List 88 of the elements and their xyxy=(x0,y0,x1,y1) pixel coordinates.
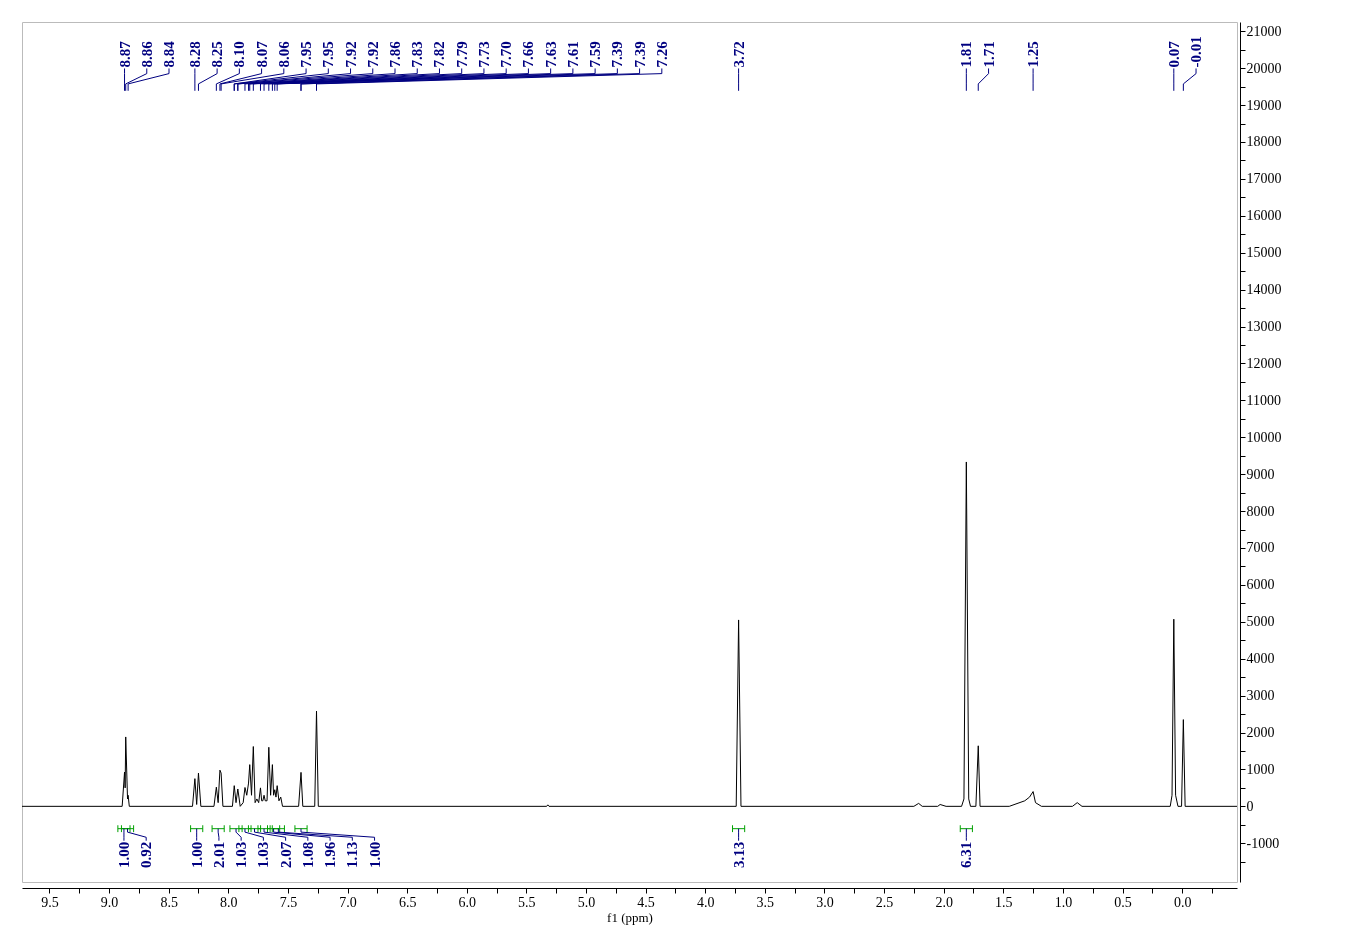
annotation: 2.01 xyxy=(210,841,227,868)
x-tick-label: 1.0 xyxy=(1054,894,1073,910)
annotation: 8.84 xyxy=(161,40,178,68)
x-tick-label: 6.5 xyxy=(398,894,417,910)
y-tick-label: 4000 xyxy=(1246,651,1275,667)
x-tick-label: 4.0 xyxy=(696,894,715,910)
x-tick-label: 1.5 xyxy=(995,894,1013,910)
annotation: 7.92 xyxy=(342,41,359,68)
annotation: 7.95 xyxy=(320,41,337,68)
y-tick-label: 8000 xyxy=(1246,503,1275,519)
x-tick-label: 9.5 xyxy=(41,894,59,910)
x-tick-label: 2.0 xyxy=(935,894,953,910)
annotation: 3.72 xyxy=(730,41,747,68)
x-tick-label: 7.0 xyxy=(339,894,357,910)
x-tick-label: 0.5 xyxy=(1114,894,1132,910)
x-tick-label: 3.0 xyxy=(816,894,834,910)
annotation: 7.86 xyxy=(387,40,403,68)
annotation: 1.00 xyxy=(115,841,132,868)
annotation: 8.25 xyxy=(209,41,226,68)
x-tick-label: 8.0 xyxy=(220,894,238,910)
annotation: 1.00 xyxy=(366,841,383,868)
y-tick-label: 16000 xyxy=(1246,208,1282,224)
y-tick-label: 2000 xyxy=(1246,725,1275,741)
y-tick-label: 6000 xyxy=(1246,577,1275,593)
y-tick-label: 11000 xyxy=(1246,392,1281,408)
y-tick-label: 3000 xyxy=(1246,688,1275,704)
annotation: 8.10 xyxy=(231,41,248,68)
y-tick-label: 12000 xyxy=(1246,355,1282,371)
annotation: -0.01 xyxy=(1188,36,1205,68)
y-tick-label: 20000 xyxy=(1246,60,1282,76)
y-tick-label: -1000 xyxy=(1246,835,1280,851)
annotation: 7.26 xyxy=(653,40,670,68)
annotation: 0.92 xyxy=(138,841,155,868)
y-tick-label: 21000 xyxy=(1246,23,1282,39)
x-tick-label: 7.5 xyxy=(279,894,298,910)
annotation: 7.83 xyxy=(409,41,426,68)
annotation: 7.66 xyxy=(520,40,537,68)
annotation: 6.31 xyxy=(958,841,975,868)
y-tick-label: 9000 xyxy=(1246,466,1275,482)
y-tick-label: 19000 xyxy=(1246,97,1282,113)
x-tick-label: 3.5 xyxy=(756,894,775,910)
y-tick-label: 7000 xyxy=(1246,540,1275,556)
x-axis-title: f1 (ppm) xyxy=(607,909,653,925)
annotation: 7.79 xyxy=(453,41,470,68)
x-tick-label: 9.0 xyxy=(100,894,119,910)
y-tick-label: 18000 xyxy=(1246,134,1282,150)
y-tick-label: 1000 xyxy=(1246,761,1275,777)
y-tick-label: 14000 xyxy=(1246,282,1282,298)
annotation: 8.28 xyxy=(186,41,203,68)
annotation: 7.39 xyxy=(631,41,648,68)
annotation: 7.70 xyxy=(498,41,515,68)
annotation: 7.92 xyxy=(364,41,381,68)
y-tick-label: 17000 xyxy=(1246,171,1282,187)
annotation: 1.00 xyxy=(188,841,205,868)
annotation: 1.08 xyxy=(299,841,316,868)
annotation: 1.03 xyxy=(255,841,272,868)
x-tick-label: 4.5 xyxy=(637,894,655,910)
x-tick-label: 0.0 xyxy=(1173,894,1192,910)
x-tick-label: 8.5 xyxy=(160,894,178,910)
x-tick-label: 2.5 xyxy=(875,894,894,910)
annotation: 1.13 xyxy=(344,841,361,868)
annotation: 7.39 xyxy=(609,41,626,68)
x-tick-label: 6.0 xyxy=(458,894,476,910)
annotation: 7.95 xyxy=(298,41,315,68)
annotation: 3.13 xyxy=(730,841,747,868)
annotation: 0.07 xyxy=(1165,40,1182,68)
y-tick-label: 0 xyxy=(1246,798,1254,814)
annotation: 1.96 xyxy=(322,841,339,868)
y-tick-label: 5000 xyxy=(1246,614,1275,630)
annotation: 1.81 xyxy=(958,41,975,68)
annotation: 8.87 xyxy=(116,40,133,68)
annotation: 8.06 xyxy=(275,40,292,68)
annotation: 8.07 xyxy=(253,40,270,68)
annotation: 7.82 xyxy=(431,41,448,68)
x-tick-label: 5.0 xyxy=(577,894,596,910)
annotation: 7.59 xyxy=(587,41,604,68)
y-tick-label: 13000 xyxy=(1246,319,1282,335)
y-tick-label: 10000 xyxy=(1246,429,1282,445)
y-tick-label: 15000 xyxy=(1246,245,1282,261)
x-tick-label: 5.5 xyxy=(518,894,536,910)
annotation: 1.03 xyxy=(233,841,250,868)
annotation: 8.86 xyxy=(138,40,155,68)
annotation: 1.71 xyxy=(980,41,997,68)
annotation: 1.25 xyxy=(1025,41,1042,68)
annotation: 7.61 xyxy=(564,41,581,68)
annotation: 7.73 xyxy=(475,41,492,68)
annotation: 7.63 xyxy=(542,41,559,68)
annotation: 2.07 xyxy=(277,841,294,868)
